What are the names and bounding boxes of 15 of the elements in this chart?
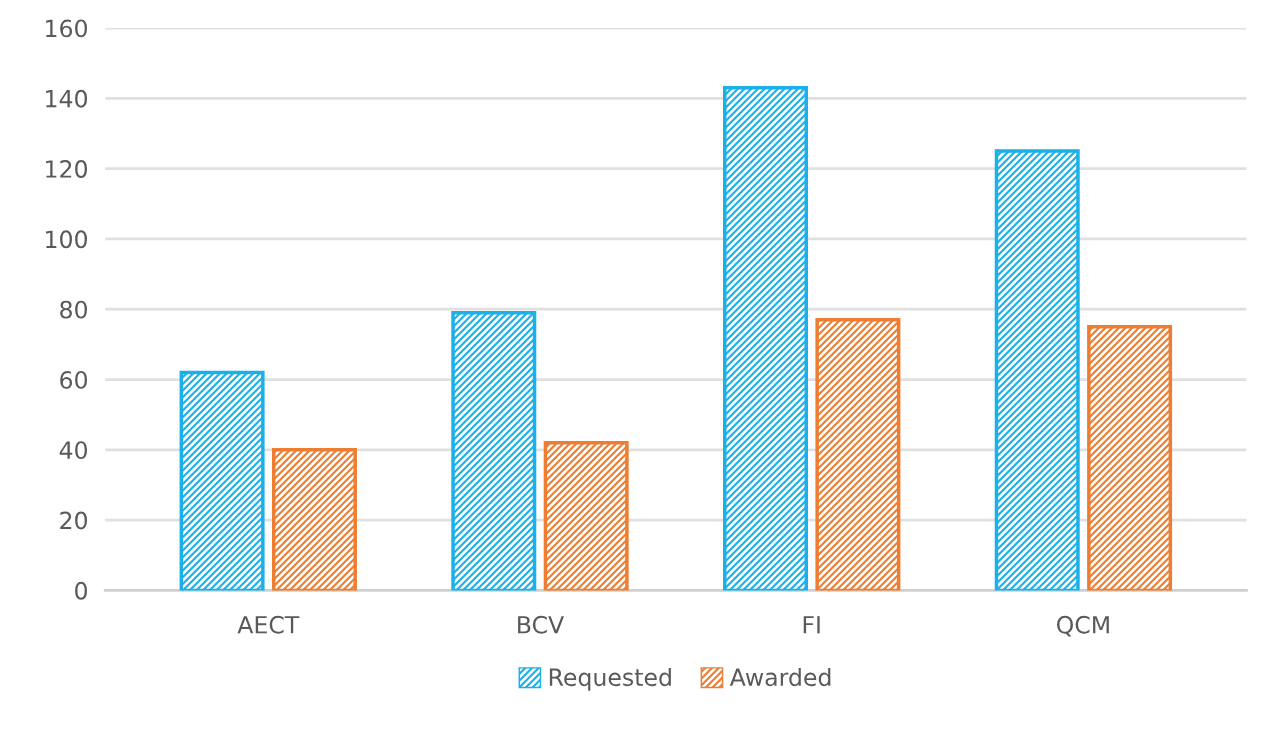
- y-tick-label: 60: [60, 370, 88, 389]
- y-tick-label: 120: [46, 160, 88, 178]
- x-tick-label: BCV: [518, 615, 564, 634]
- y-tick-label: 20: [60, 511, 88, 530]
- y-tick-label: 40: [59, 441, 88, 460]
- y-tick-label: 100: [46, 230, 88, 249]
- y-tick-label: 80: [60, 300, 88, 319]
- x-tick-label: FI: [803, 616, 820, 634]
- legend-label: Awarded: [729, 667, 831, 687]
- y-tick-label: 0: [75, 581, 88, 600]
- y-tick-label: 140: [46, 89, 88, 108]
- y-tick-label: 160: [46, 19, 88, 38]
- x-tick-label: QCM: [1057, 615, 1109, 637]
- x-tick-label: AECT: [237, 615, 300, 634]
- legend-label: Requested: [549, 667, 671, 691]
